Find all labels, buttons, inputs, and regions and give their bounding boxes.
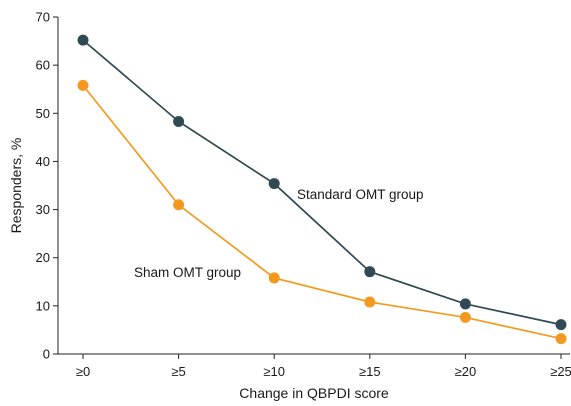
series-line-sham-omt [82,84,562,340]
series-layer [77,34,567,345]
axes: 0 10 20 30 40 50 60 70 ≥0 ≥5 ≥10 ≥15 ≥20 ≥25 [36,10,571,380]
series-line-standard-omt [82,39,562,326]
x-tick-label: ≥25 [550,364,571,379]
data-point-sham-omt [173,199,185,211]
x-tick-label: ≥20 [455,364,477,379]
series-label-sham-omt: Sham OMT group [134,265,241,280]
x-tick-label: ≥10 [263,364,285,379]
data-point-standard-omt [77,34,89,46]
data-point-sham-omt [77,79,89,91]
x-axis-title: Change in QBPDI score [239,385,389,401]
y-tick-label: 50 [36,106,50,121]
data-point-standard-omt [173,115,185,127]
y-tick-label: 40 [36,154,50,169]
data-point-standard-omt [268,178,280,190]
y-tick-label: 0 [43,347,50,362]
y-tick-label: 20 [36,250,50,265]
data-point-standard-omt [459,298,471,310]
y-tick-label: 30 [36,202,50,217]
data-point-sham-omt [268,272,280,284]
data-point-sham-omt [459,311,471,323]
x-tick-label: ≥15 [359,364,381,379]
y-tick-label: 60 [36,58,50,73]
x-tick-label: ≥0 [76,364,90,379]
data-point-sham-omt [364,296,376,308]
y-axis-title: Responders, % [8,138,24,234]
series-label-standard-omt: Standard OMT group [297,187,424,202]
x-tick-label: ≥5 [171,364,185,379]
y-tick-label: 10 [36,298,50,313]
data-point-standard-omt [364,266,376,278]
y-tick-label: 70 [36,10,50,25]
data-point-sham-omt [555,333,567,345]
data-point-standard-omt [555,319,567,331]
